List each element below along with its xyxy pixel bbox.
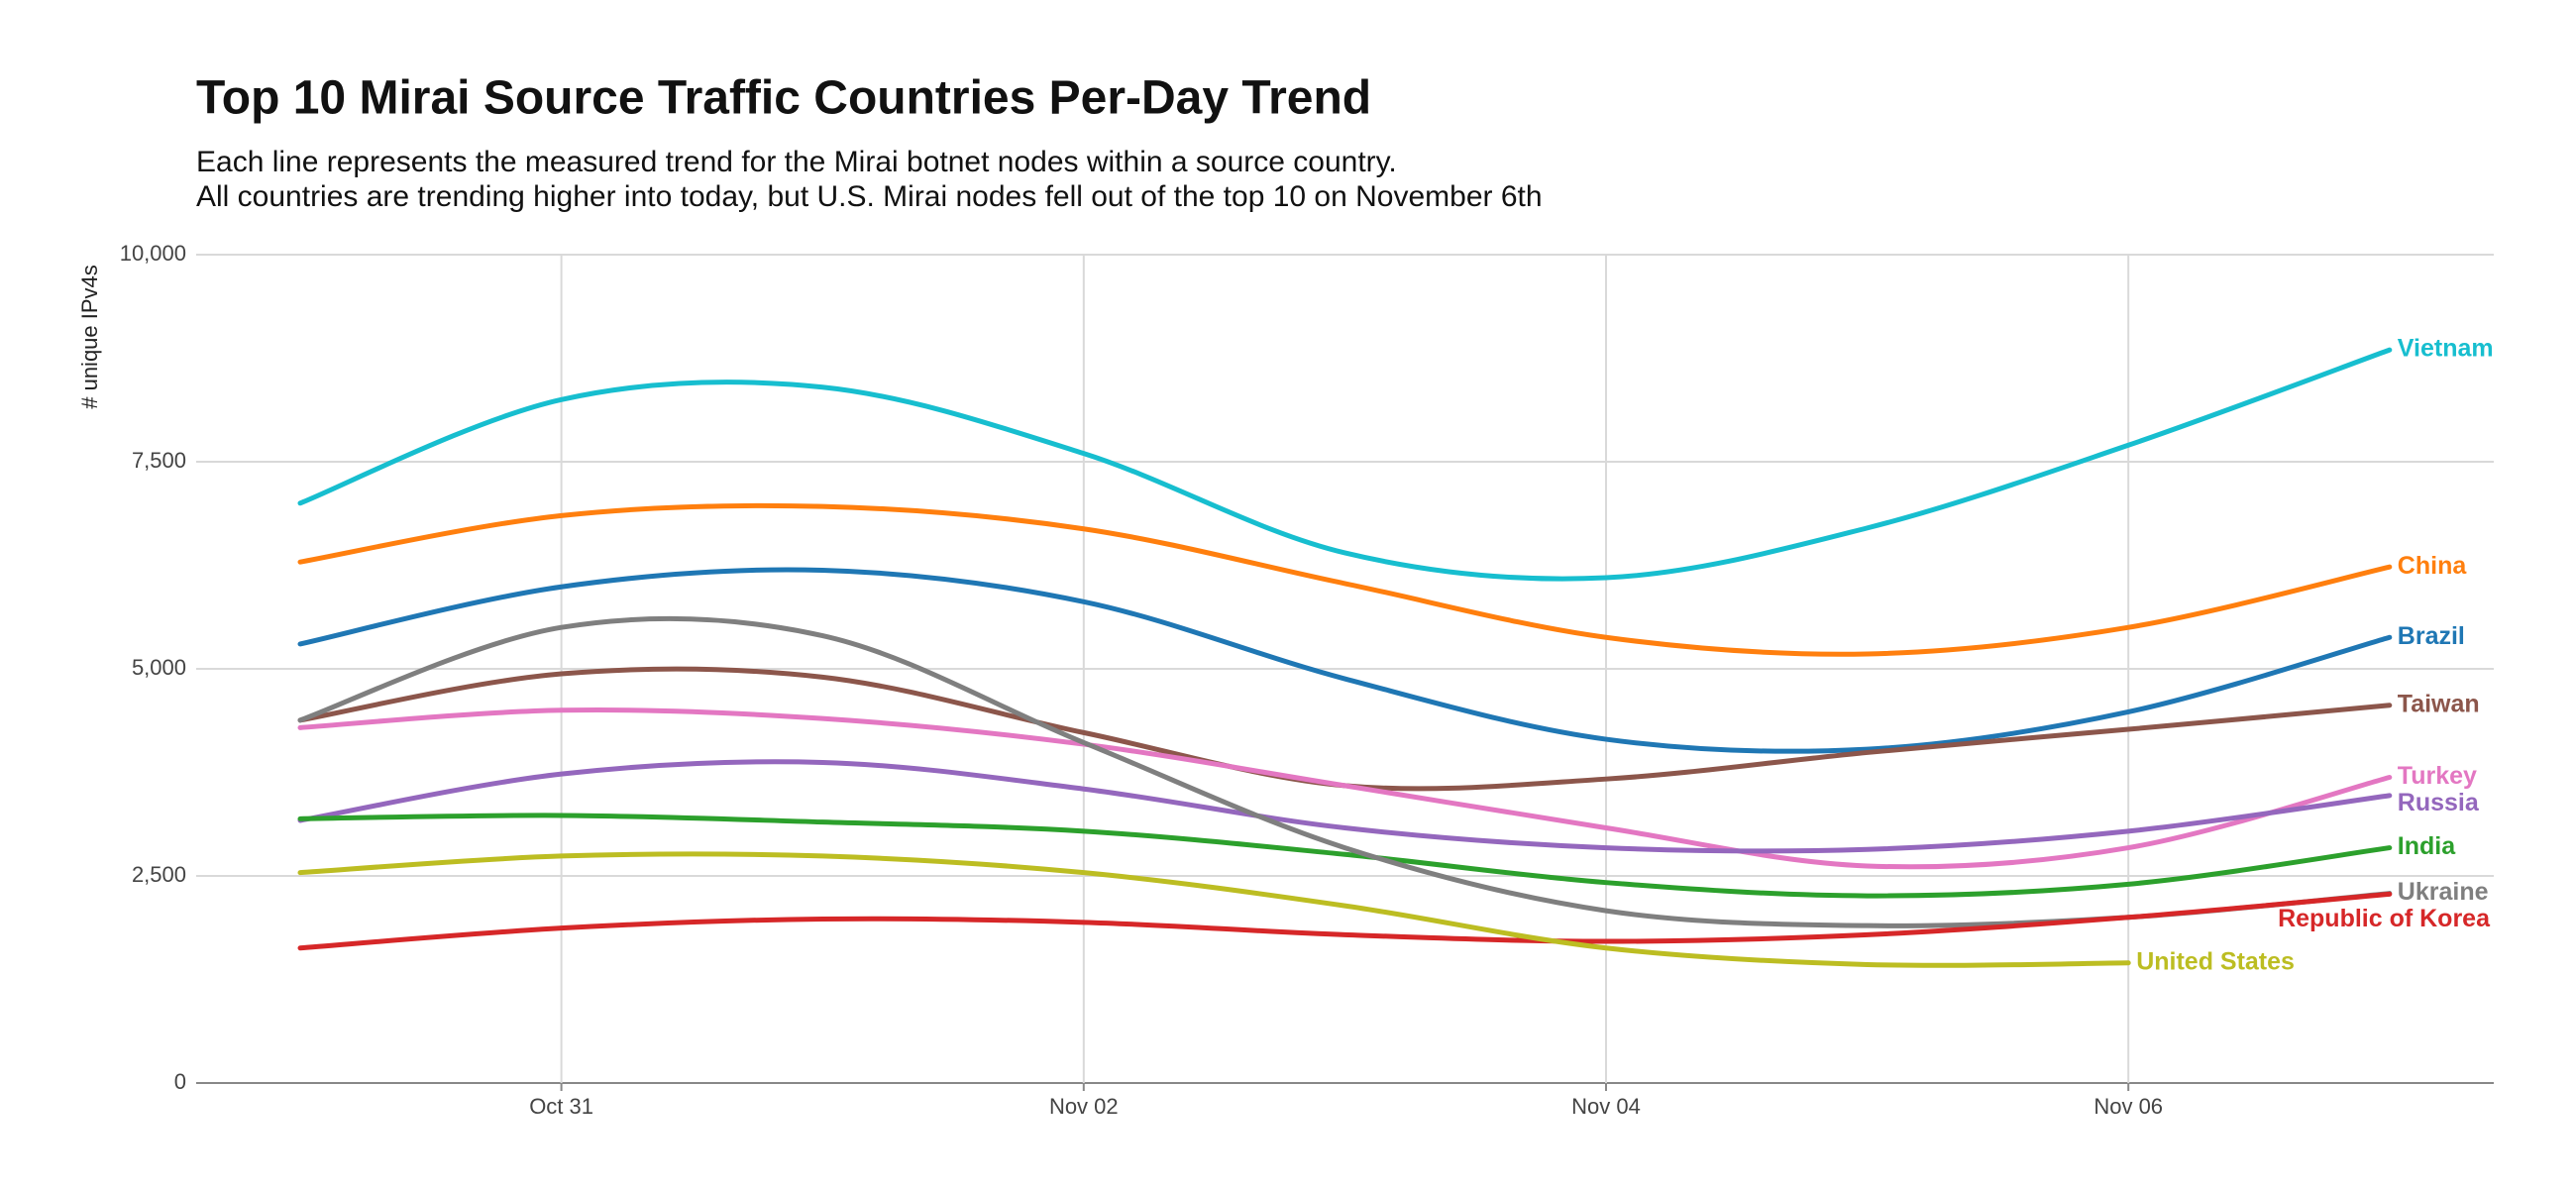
series-label: Taiwan <box>2398 690 2480 717</box>
series-line <box>297 347 2393 582</box>
series-label: Brazil <box>2398 622 2465 650</box>
series-line <box>297 759 2393 854</box>
y-tick-label: 2,500 <box>132 862 186 887</box>
series-line <box>297 615 2393 928</box>
lines <box>297 347 2393 968</box>
chart-title: Top 10 Mirai Source Traffic Countries Pe… <box>196 72 1371 125</box>
series-line <box>297 851 2131 968</box>
chart-subtitle: All countries are trending higher into t… <box>196 180 1543 213</box>
y-tick-label: 0 <box>174 1069 186 1094</box>
series-label: Russia <box>2398 789 2480 816</box>
series-label: India <box>2398 832 2456 860</box>
x-tick-label: Oct 31 <box>529 1094 593 1119</box>
series-label: Turkey <box>2398 762 2477 790</box>
series-line <box>297 502 2393 657</box>
x-tick-label: Nov 02 <box>1049 1094 1119 1119</box>
y-axis-label: # unique IPv4s <box>77 265 102 409</box>
series-line <box>297 891 2393 951</box>
series-label: Vietnam <box>2398 335 2494 363</box>
series-label: Republic of Korea <box>2278 905 2491 932</box>
y-tick-label: 7,500 <box>132 448 186 473</box>
series-label: United States <box>2136 947 2295 975</box>
series-label: Ukraine <box>2398 878 2489 906</box>
series-line <box>297 567 2393 754</box>
series-line <box>297 706 2393 870</box>
grid: 0 2,500 5,000 7,500 10,000 Oct 31 Nov 02 Nov 04… <box>120 241 2494 1119</box>
x-tick-label: Nov 04 <box>1571 1094 1641 1119</box>
x-tick-label: Nov 06 <box>2093 1094 2163 1119</box>
series-label: China <box>2398 552 2468 580</box>
chart-subtitle: Each line represents the measured trend … <box>196 146 1397 178</box>
y-tick-label: 10,000 <box>120 241 186 266</box>
y-tick-label: 5,000 <box>132 655 186 680</box>
series-line <box>297 813 2393 899</box>
